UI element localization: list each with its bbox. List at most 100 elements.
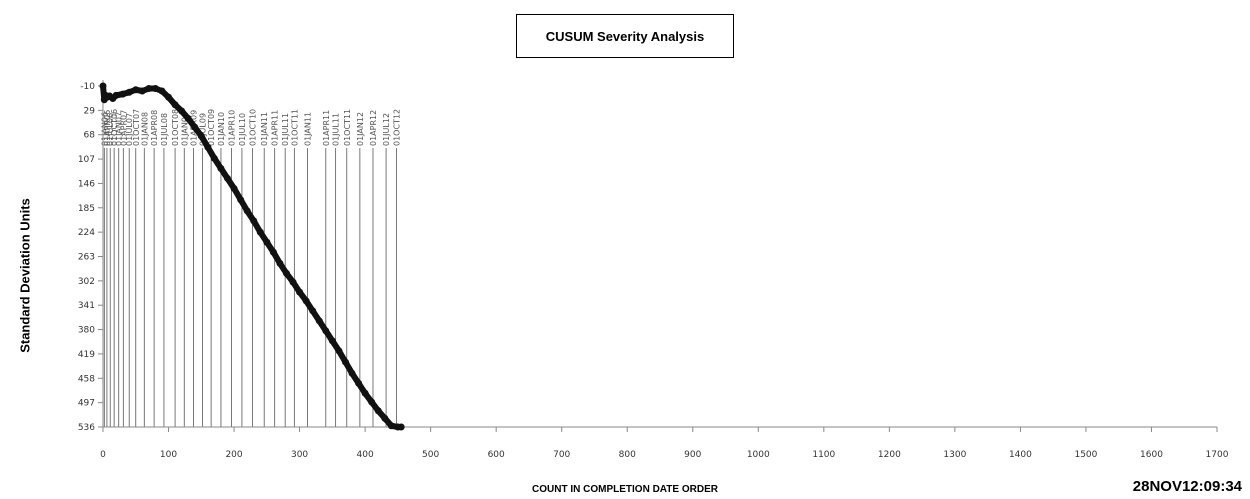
x-tick-label: 0	[100, 450, 106, 460]
y-tick-label: 185	[78, 204, 95, 214]
date-marker-label: 01APR11	[271, 110, 280, 146]
x-tick-label: 1100	[812, 450, 835, 460]
y-tick-label: 263	[78, 253, 95, 263]
cusum-data-point	[296, 288, 304, 296]
cusum-data-point	[197, 132, 205, 140]
date-marker-label: 01APR06	[103, 110, 112, 146]
y-tick-label: 146	[78, 179, 95, 189]
cusum-data-point	[387, 422, 395, 430]
cusum-data-point	[138, 87, 146, 95]
x-tick-label: 1000	[747, 450, 770, 460]
cusum-data-point	[224, 174, 232, 182]
date-marker-label: 01JAN11	[260, 112, 269, 146]
date-marker-label: 01OCT07	[132, 109, 141, 146]
chart-title: CUSUM Severity Analysis	[516, 14, 734, 58]
x-tick-label: 500	[422, 450, 439, 460]
date-marker-label: 01APR12	[369, 110, 378, 146]
date-marker-label: 01JUL11	[281, 113, 290, 146]
date-marker-label: 01JAN11	[303, 112, 312, 146]
date-marker-label: 01OCT11	[343, 109, 352, 146]
date-marker-label: 01JUL07	[125, 113, 134, 146]
cusum-data-point	[145, 84, 153, 92]
y-tick-label: 536	[78, 423, 95, 433]
cusum-data-point	[315, 317, 323, 325]
cusum-data-point	[250, 217, 258, 225]
cusum-data-point	[341, 358, 349, 366]
x-tick-label: 200	[225, 450, 242, 460]
y-tick-label: 29	[84, 106, 96, 116]
cusum-data-point	[397, 423, 405, 431]
x-tick-label: 1400	[1009, 450, 1032, 460]
cusum-data-point	[348, 369, 356, 377]
date-marker-label: 01JUL11	[332, 113, 341, 146]
y-tick-label: 497	[78, 399, 95, 409]
timestamp: 28NOV12:09:34	[1132, 478, 1242, 495]
date-marker-label: 01JUL06	[106, 113, 115, 146]
cusum-data-point	[269, 248, 277, 256]
date-marker-label: 01APR07	[119, 110, 128, 146]
cusum-data-point	[184, 114, 192, 122]
date-marker-label: 01JAN09	[180, 112, 189, 146]
date-marker-label: 01OCT11	[290, 109, 299, 146]
date-marker-label: 01JUL08	[160, 113, 169, 146]
x-tick-label: 1500	[1074, 450, 1097, 460]
cusum-data-point	[322, 327, 330, 335]
date-marker-label: 01OCT12	[393, 109, 402, 146]
date-marker-label: 01JAN07	[115, 112, 124, 146]
chart-title-text: CUSUM Severity Analysis	[545, 28, 705, 44]
cusum-data-point	[204, 143, 212, 151]
date-marker-label: 01APR08	[150, 110, 159, 146]
date-marker-label: 01JAN06	[100, 112, 109, 146]
x-tick-label: 1700	[1206, 450, 1229, 460]
cusum-data-point	[282, 269, 290, 277]
date-marker-label: 01JUL09	[199, 113, 208, 146]
cusum-data-point	[243, 207, 251, 215]
date-marker-label: 01JAN10	[217, 112, 226, 146]
x-tick-label: 100	[160, 450, 177, 460]
cusum-data-point	[256, 228, 264, 236]
y-tick-label: -10	[80, 82, 95, 92]
cusum-data-point	[289, 278, 297, 286]
cusum-data-point	[158, 87, 166, 95]
y-tick-label: 380	[78, 326, 95, 336]
x-tick-label: 1200	[878, 450, 901, 460]
x-tick-label: 300	[291, 450, 308, 460]
date-marker-label: 01APR11	[322, 110, 331, 146]
y-tick-label: 68	[84, 131, 96, 141]
cusum-data-point	[237, 196, 245, 204]
x-tick-label: 1600	[1140, 450, 1163, 460]
date-marker-label: 01JAN08	[140, 112, 149, 146]
date-marker-label: 01OCT09	[207, 109, 216, 146]
y-tick-label: 341	[78, 301, 95, 311]
date-marker-label: 01JUL12	[382, 113, 391, 146]
x-axis-title: COUNT IN COMPLETION DATE ORDER	[532, 484, 718, 495]
date-marker-label: 01OCT06	[110, 109, 119, 146]
cusum-data-point	[230, 184, 238, 192]
date-marker-label: 01OCT08	[171, 109, 180, 146]
y-tick-label: 224	[78, 228, 95, 238]
y-tick-label: 458	[78, 374, 95, 384]
cusum-data-point	[276, 259, 284, 267]
cusum-data-point	[125, 88, 133, 96]
date-marker-label: 01APR10	[227, 110, 236, 146]
cusum-data-point	[381, 414, 389, 422]
date-marker-label: 01OCT10	[248, 109, 257, 146]
cusum-data-point	[328, 337, 336, 345]
cusum-data-point	[217, 164, 225, 172]
cusum-data-point	[119, 90, 127, 98]
cusum-data-point	[178, 107, 186, 115]
x-tick-label: 400	[357, 450, 374, 460]
cusum-data-point	[335, 347, 343, 355]
cusum-data-point	[374, 407, 382, 415]
x-tick-label: 1300	[943, 450, 966, 460]
x-tick-label: 900	[684, 450, 701, 460]
x-tick-label: 800	[619, 450, 636, 460]
y-tick-label: 107	[78, 155, 95, 165]
cusum-data-point	[132, 86, 140, 94]
cusum-data-point	[263, 238, 271, 246]
cusum-data-point	[210, 154, 218, 162]
cusum-data-point	[99, 82, 107, 90]
date-marker-label: 01JUL10	[238, 113, 247, 146]
cusum-data-point	[171, 101, 179, 109]
